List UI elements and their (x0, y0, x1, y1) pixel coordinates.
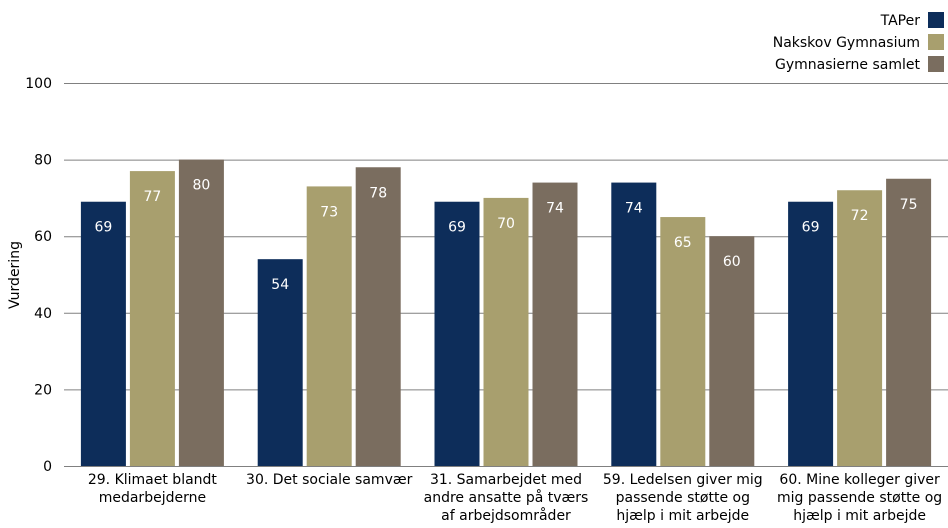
data-label: 78 (369, 185, 387, 201)
data-label: 70 (497, 216, 515, 232)
y-tick-label: 40 (34, 306, 52, 322)
y-axis-ticks: 0 20 40 60 80 100 (25, 76, 52, 475)
x-category-label: 30. Det sociale samvær (246, 472, 413, 488)
y-tick-label: 0 (43, 459, 52, 475)
bar (129, 171, 175, 466)
bar (660, 217, 706, 466)
y-tick-label: 100 (25, 76, 52, 92)
x-axis-categories: 29. Klimaet blandt medarbejderne 30. Det s… (88, 472, 942, 524)
bar (788, 201, 834, 467)
data-label: 72 (851, 208, 869, 224)
data-label: 69 (448, 220, 466, 236)
x-category-label: 60. Mine kolleger giver mig passende støt… (777, 472, 942, 524)
y-axis-label: Vurdering (7, 241, 23, 309)
data-label: 73 (320, 204, 338, 220)
bar (837, 190, 883, 467)
data-label: 74 (546, 201, 564, 217)
legend: TAPer Nakskov Gymnasium Gymnasierne samlet (773, 12, 944, 73)
data-label: 77 (143, 189, 161, 205)
legend-label: Nakskov Gymnasium (773, 35, 920, 51)
bar (709, 236, 755, 466)
data-label: 65 (674, 235, 692, 251)
x-category-label: 29. Klimaet blandt medarbejderne (88, 472, 218, 506)
y-tick-label: 60 (34, 229, 52, 245)
bar (483, 197, 529, 466)
legend-swatch (928, 56, 944, 72)
bar (434, 201, 480, 467)
bar (611, 182, 657, 466)
data-label: 75 (900, 197, 918, 213)
legend-swatch (928, 34, 944, 50)
data-label: 69 (94, 220, 112, 236)
legend-label: TAPer (880, 13, 921, 29)
data-label: 54 (271, 277, 289, 293)
bars: 69 54 69 74 69 77 73 70 65 72 80 78 74 60 75 (80, 159, 932, 467)
y-tick-label: 80 (34, 153, 52, 169)
data-label: 74 (625, 201, 643, 217)
bar (355, 167, 401, 466)
data-label: 69 (802, 220, 820, 236)
y-tick-label: 20 (34, 382, 52, 398)
data-label: 60 (723, 254, 741, 270)
legend-swatch (928, 12, 944, 28)
bar (532, 182, 578, 466)
bar (886, 178, 932, 466)
x-category-label: 59. Ledelsen giver mig passende støtte og… (603, 472, 763, 524)
legend-label: Gymnasierne samlet (775, 57, 920, 73)
x-category-label: 31. Samarbejdet med andre ansatte på tvær… (424, 472, 589, 524)
bar (306, 186, 352, 466)
bar (257, 259, 303, 466)
bar (178, 159, 224, 466)
data-label: 80 (192, 178, 210, 194)
bar (80, 201, 126, 467)
